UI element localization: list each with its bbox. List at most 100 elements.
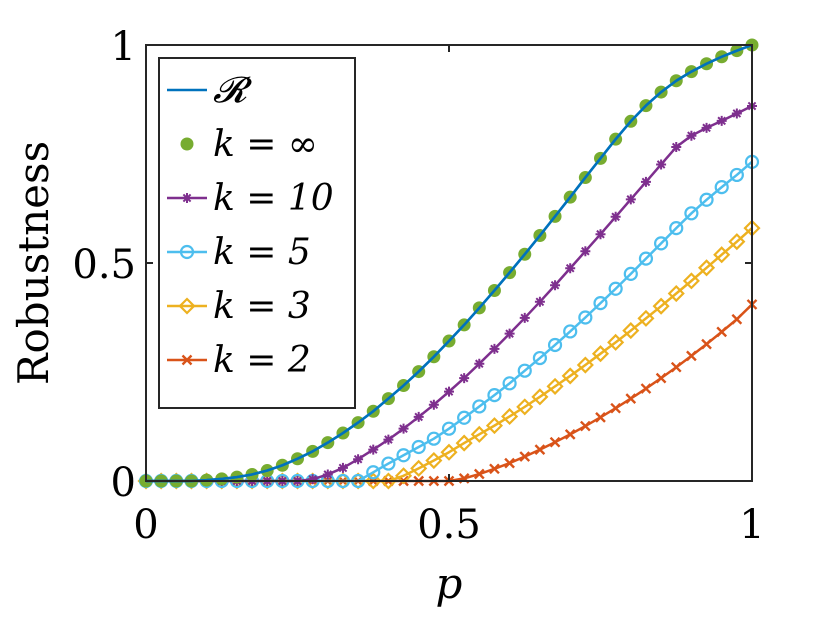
data-point: [337, 462, 348, 473]
data-point: [473, 468, 485, 480]
legend: 𝓡k = ∞ k = 10 k = 5 k = 3 k = 2: [158, 57, 356, 409]
data-point: [366, 465, 381, 480]
data-point: [578, 310, 593, 325]
data-point: [622, 322, 640, 340]
data-point: [441, 421, 457, 436]
data-point: [701, 338, 712, 350]
legend-entry: k = 2: [167, 340, 311, 381]
data-point: [580, 420, 591, 432]
data-point: [487, 388, 502, 403]
data-point: [623, 266, 638, 281]
data-point: [549, 436, 561, 448]
data-point: [547, 337, 563, 353]
data-point: [546, 377, 564, 395]
legend-entry: k = 10: [167, 178, 334, 219]
data-point: [534, 296, 545, 307]
data-point: [686, 350, 697, 362]
data-point: [379, 472, 397, 490]
legend-entry: k = ∞: [180, 124, 318, 165]
data-point: [684, 206, 699, 221]
data-point: [576, 356, 594, 374]
y-axis-label: Robustness: [9, 141, 58, 385]
data-point: [656, 159, 667, 170]
data-point: [517, 363, 532, 378]
data-point: [364, 472, 382, 490]
data-point: [713, 246, 731, 264]
data-point: [640, 383, 652, 394]
data-point: [181, 354, 193, 366]
y-tick-label: 0.5: [72, 242, 136, 288]
data-point: [182, 193, 192, 203]
data-point: [608, 281, 623, 296]
data-point: [396, 448, 411, 463]
data-point: [474, 358, 485, 369]
data-point: [381, 456, 396, 471]
data-point: [428, 399, 439, 410]
data-point: [440, 443, 458, 461]
data-point: [682, 272, 700, 290]
legend-label: k = ∞: [213, 124, 318, 165]
data-point: [652, 297, 670, 315]
data-point: [307, 474, 318, 485]
data-point: [729, 167, 744, 183]
data-point: [565, 263, 576, 274]
legend-entry: k = 3: [167, 286, 311, 327]
data-point: [383, 434, 394, 445]
legend-box: [158, 57, 356, 409]
data-point: [610, 402, 621, 414]
data-point: [457, 410, 472, 425]
data-point: [716, 115, 727, 126]
data-point: [322, 469, 333, 480]
legend-entry: 𝓡: [167, 70, 253, 111]
data-point: [595, 229, 606, 240]
data-point: [410, 459, 428, 477]
data-point: [728, 233, 746, 251]
data-point: [519, 312, 530, 323]
data-point: [180, 137, 194, 151]
data-point: [534, 444, 546, 455]
data-point: [699, 192, 714, 207]
data-point: [470, 425, 488, 443]
data-point: [640, 176, 651, 187]
legend-label: k = 10: [213, 178, 334, 219]
data-point: [731, 313, 743, 325]
data-point: [593, 296, 608, 311]
legend-entry: k = 5: [167, 232, 311, 273]
data-point: [501, 407, 519, 426]
x-tick-label: 1: [739, 502, 764, 548]
data-point: [489, 463, 500, 475]
data-point: [459, 373, 470, 384]
data-point: [714, 180, 729, 195]
data-point: [516, 398, 534, 416]
data-point: [413, 411, 424, 422]
data-point: [502, 376, 517, 391]
data-point: [595, 411, 606, 423]
data-point: [179, 244, 195, 260]
data-point: [655, 372, 667, 384]
data-point: [550, 280, 561, 291]
data-point: [394, 467, 413, 485]
data-point: [489, 343, 500, 354]
data-point: [716, 326, 728, 338]
y-tick-label: 0: [111, 460, 136, 506]
data-point: [638, 251, 654, 266]
legend-label: k = 3: [213, 286, 311, 327]
legend-label: 𝓡: [213, 70, 253, 111]
y-tick-label: 1: [111, 24, 136, 70]
legend-label: k = 5: [213, 232, 311, 273]
data-point: [564, 428, 576, 440]
data-point: [607, 333, 625, 351]
data-point: [504, 457, 515, 469]
data-point: [637, 309, 655, 327]
data-point: [444, 386, 454, 397]
data-point: [504, 328, 515, 339]
data-point: [653, 236, 669, 251]
data-point: [532, 350, 548, 366]
x-tick-label: 0: [133, 502, 158, 548]
series-line-overlay: [146, 43, 753, 483]
data-point: [178, 297, 196, 315]
data-point: [580, 246, 591, 257]
data-point: [426, 431, 441, 446]
data-point: [731, 108, 742, 119]
